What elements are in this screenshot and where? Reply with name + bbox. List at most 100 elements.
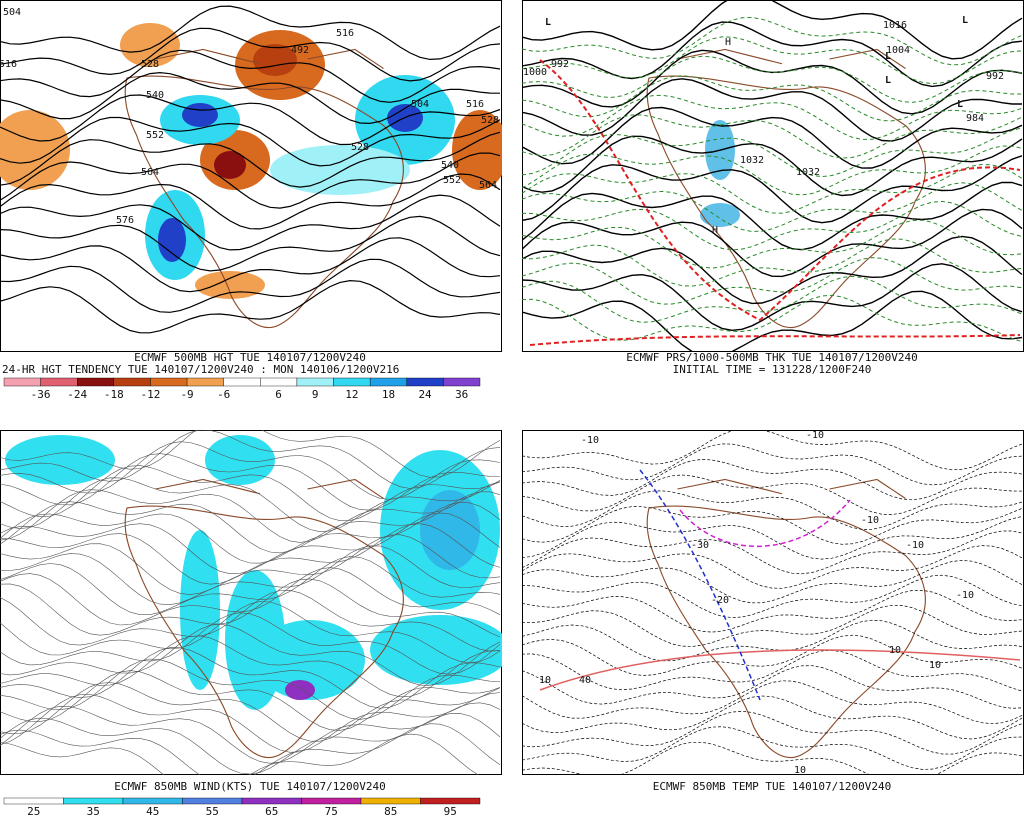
contour-label: 528: [141, 59, 159, 70]
colorbar-label: 24: [418, 388, 432, 401]
shade: [270, 145, 410, 195]
contour: [522, 114, 1023, 159]
contour: [0, 682, 501, 742]
colorbar-swatch: [40, 377, 78, 387]
caption: 24-HR HGT TENDENCY TUE 140107/1200V240 :…: [2, 363, 399, 376]
contour: [0, 5, 501, 61]
contour: [522, 235, 1023, 305]
contour: [0, 258, 501, 313]
contour: [0, 567, 501, 626]
colorbar-label: -18: [104, 388, 124, 401]
contour-label: 40: [579, 675, 591, 686]
shade: [285, 680, 315, 700]
contour-label: 1032: [796, 167, 820, 178]
contour-label: 516: [466, 99, 484, 110]
contour: [522, 0, 1023, 60]
shade: [158, 218, 186, 262]
contour-label: 10: [889, 645, 901, 656]
contour: [0, 589, 501, 652]
colorbar-swatch: [223, 377, 261, 387]
map-frame: [522, 430, 1024, 775]
contour: [522, 574, 1023, 618]
contour: [522, 16, 1023, 66]
contour: [539, 59, 1021, 322]
caption: INITIAL TIME = 131228/1200F240: [673, 363, 872, 376]
contour-label: 992: [551, 59, 569, 70]
contour-label: L: [885, 75, 891, 86]
contour: [0, 430, 501, 478]
contour: [0, 491, 501, 554]
contour: [0, 49, 501, 103]
colorbar-label: 45: [146, 805, 159, 818]
contour-label: L: [962, 15, 968, 26]
contour: [0, 601, 501, 664]
colorbar-label: -6: [217, 388, 230, 401]
contour-label: 540: [146, 90, 164, 101]
contour: [0, 453, 501, 511]
contour-label: -10: [956, 590, 974, 601]
contour-label: 10: [794, 765, 806, 776]
contour: [0, 194, 501, 251]
colorbar-swatch: [63, 797, 124, 805]
contour: [522, 75, 1022, 122]
colorbar-label: -12: [141, 388, 161, 401]
contour: [522, 443, 1023, 486]
colorbar-swatch: [260, 377, 298, 387]
contour-label: 1004: [886, 45, 910, 56]
colorbar-swatch: [241, 797, 302, 805]
colorbar-label: -36: [31, 388, 51, 401]
contour: [0, 477, 501, 533]
contour-label: 492: [291, 45, 309, 56]
contour: [522, 135, 1023, 197]
contour-label: 504: [3, 7, 21, 18]
contour: [522, 530, 1023, 575]
contour: [522, 182, 1023, 233]
contour: [0, 27, 501, 82]
colorbar-swatch: [3, 377, 41, 387]
contour: [0, 512, 501, 575]
contour: [522, 275, 1023, 323]
colorbar-swatch: [122, 797, 183, 805]
labels: ECMWF 500MB HGT TUE 140107/1200V24024-HR…: [0, 7, 1004, 818]
contour: [539, 649, 1021, 691]
contour: [0, 279, 501, 334]
contour-label: 540: [441, 160, 459, 171]
contour-label: 528: [351, 142, 369, 153]
caption: ECMWF PRS/1000-500MB THK TUE 140107/1200…: [626, 351, 917, 364]
contour: [0, 556, 501, 615]
contour-label: 10: [539, 675, 551, 686]
contour: [522, 695, 1023, 740]
contour: [0, 523, 501, 585]
contour-label: 984: [966, 113, 984, 124]
contour: [0, 658, 501, 720]
contour: [0, 670, 501, 731]
colorbar-label: 12: [345, 388, 358, 401]
contour-label: -10: [861, 515, 879, 526]
contour-label: -20: [711, 595, 729, 606]
contour: [0, 713, 501, 775]
contour-label: 552: [146, 130, 164, 141]
contour: [522, 604, 1023, 647]
contour: [0, 733, 479, 775]
contour: [522, 155, 1023, 224]
shade: [420, 490, 480, 570]
contour: [0, 215, 501, 272]
colorbar-swatch: [333, 377, 371, 387]
colorbar-label: 25: [27, 805, 40, 818]
contour: [639, 469, 761, 701]
contour: [522, 145, 1023, 196]
contour: [0, 578, 501, 638]
contour: [0, 545, 501, 606]
contour: [522, 680, 1023, 725]
colorbar-swatch: [186, 377, 224, 387]
contour: [522, 634, 1023, 676]
contour: [522, 506, 1023, 545]
contour: [522, 294, 1023, 343]
caption: ECMWF 850MB TEMP TUE 140107/1200V240: [653, 780, 891, 793]
contour-label: 564: [479, 180, 497, 191]
colorbar-swatch: [182, 797, 243, 805]
shade: [195, 271, 265, 299]
contour: [522, 36, 1023, 85]
contour: [522, 290, 1023, 352]
